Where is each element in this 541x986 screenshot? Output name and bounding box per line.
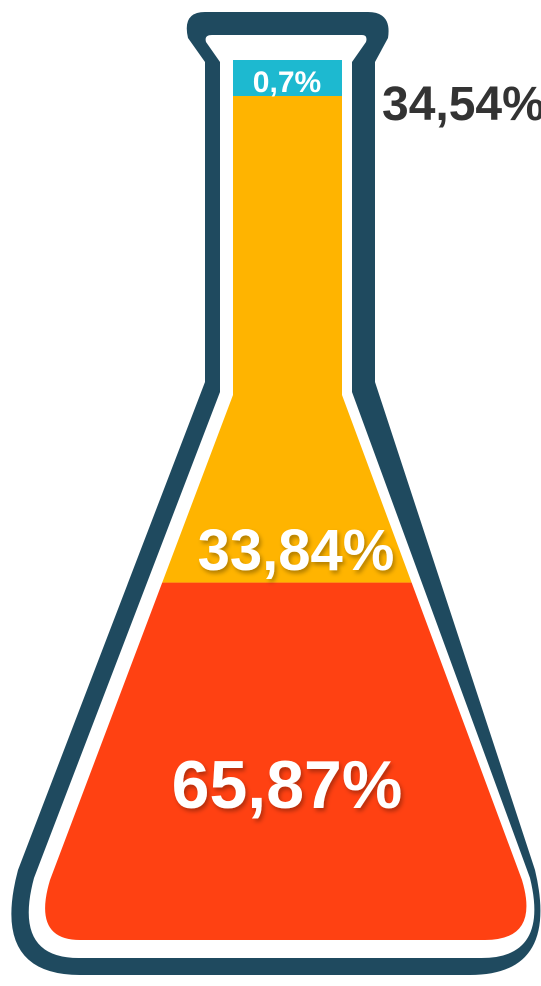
- segment-middle: [45, 96, 527, 583]
- segment-bottom-label: 65,87%: [172, 747, 403, 823]
- segment-middle-label: 33,84%: [198, 518, 395, 583]
- outer-total-label: 34,54%: [382, 78, 541, 131]
- segment-top-label: 0,7%: [253, 66, 321, 99]
